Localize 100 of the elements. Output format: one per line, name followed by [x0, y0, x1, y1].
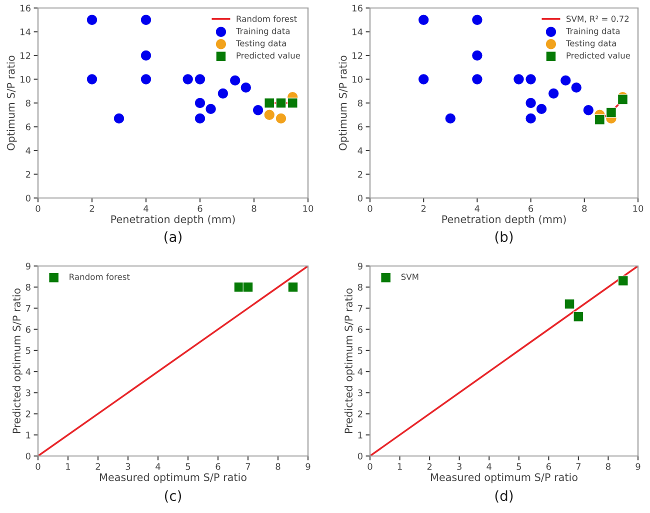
y-tick-label: 6 — [26, 326, 30, 333]
legend-label: Random forest — [70, 274, 130, 280]
point — [86, 14, 98, 26]
x-tick-label: 8 — [276, 463, 280, 470]
x-tick-label: 8 — [582, 205, 587, 212]
point — [472, 74, 483, 85]
x-tick-label: 8 — [252, 205, 256, 212]
x-tick-label: 3 — [126, 463, 130, 470]
y-tick-label: 5 — [26, 347, 30, 354]
point — [140, 74, 152, 85]
y-tick-label: 5 — [358, 347, 362, 354]
y-tick-label: 16 — [352, 4, 362, 12]
point — [194, 74, 206, 85]
x-tick-label: 7 — [576, 463, 581, 470]
point — [287, 98, 298, 108]
point — [525, 74, 536, 85]
x-tick-label: 0 — [36, 205, 40, 212]
legend-label: Predicted value — [236, 52, 300, 59]
legend-label: Training data — [236, 28, 290, 36]
legend-label: Training data — [566, 28, 620, 36]
point — [472, 14, 483, 26]
y-tick-label: 14 — [352, 28, 363, 36]
y-axis-title: Predicted optimum S/P ratio — [344, 288, 355, 434]
y-tick-label: 0 — [358, 452, 362, 460]
y-tick-label: 2 — [358, 170, 362, 178]
y-tick-label: 8 — [26, 100, 30, 107]
point — [140, 14, 152, 26]
y-tick-label: 4 — [26, 147, 31, 154]
y-tick-label: 0 — [26, 194, 30, 202]
point — [618, 94, 628, 105]
y-tick-label: 8 — [358, 284, 362, 291]
x-tick-label: 7 — [246, 463, 250, 470]
x-tick-label: 4 — [486, 463, 492, 470]
y-tick-label: 7 — [26, 305, 30, 312]
point — [536, 103, 548, 115]
x-tick-label: 6 — [216, 463, 220, 470]
y-tick-label: 9 — [358, 262, 362, 270]
y-tick-label: 10 — [20, 76, 30, 83]
point — [513, 74, 524, 85]
point — [573, 311, 584, 322]
point — [140, 50, 152, 62]
point — [194, 97, 206, 109]
y-axis-title: Optimum S/P ratio — [338, 56, 349, 150]
y-tick-label: 6 — [358, 326, 362, 333]
point — [240, 82, 252, 94]
point — [525, 97, 536, 109]
y-tick-label: 0 — [26, 452, 30, 460]
point — [548, 88, 560, 100]
x-tick-label: 2 — [90, 205, 94, 212]
x-tick-label: 10 — [303, 205, 314, 212]
y-tick-label: 6 — [358, 123, 362, 130]
point — [217, 88, 229, 100]
x-tick-label: 0 — [368, 463, 372, 470]
x-axis-title: Measured optimum S/P ratio — [430, 473, 578, 484]
text: (c) — [164, 490, 182, 503]
y-tick-label: 8 — [358, 100, 362, 107]
y-tick-label: 16 — [20, 4, 30, 12]
point — [418, 14, 430, 26]
point — [86, 74, 98, 85]
y-tick-label: 1 — [26, 432, 30, 438]
text: (d) — [495, 490, 513, 503]
y-tick-label: 0 — [358, 194, 362, 202]
legend-label: Testing data — [236, 40, 286, 48]
y-tick-label: 4 — [26, 368, 31, 375]
legend-label: Predicted value — [566, 52, 630, 59]
x-tick-label: 1 — [66, 463, 70, 470]
x-tick-label: 9 — [306, 463, 310, 470]
x-tick-label: 9 — [636, 463, 640, 470]
x-tick-label: 4 — [144, 205, 148, 212]
point — [275, 112, 287, 124]
point — [444, 112, 456, 124]
point — [525, 112, 536, 124]
point — [113, 112, 125, 124]
point — [472, 50, 483, 62]
legend-label: SVM, R² = 0.72 — [566, 16, 629, 23]
y-tick-label: 7 — [358, 305, 362, 312]
y-tick-label: 9 — [26, 262, 30, 270]
x-tick-label: 5 — [516, 463, 521, 470]
x-tick-label: 0 — [368, 205, 372, 212]
y-tick-label: 6 — [26, 123, 30, 130]
x-tick-label: 6 — [546, 463, 551, 470]
point — [264, 109, 276, 121]
x-tick-label: 3 — [457, 463, 462, 470]
text: (b) — [495, 231, 513, 244]
x-tick-label: 2 — [96, 463, 100, 470]
point — [418, 74, 430, 85]
point — [264, 98, 275, 108]
point — [582, 104, 594, 116]
y-tick-label: 10 — [352, 76, 362, 83]
x-tick-label: 8 — [606, 463, 610, 470]
x-tick-label: 6 — [198, 205, 202, 212]
x-tick-label: 0 — [36, 463, 40, 470]
point — [194, 112, 206, 124]
y-tick-label: 3 — [26, 389, 30, 396]
point — [606, 107, 616, 118]
point — [594, 114, 605, 125]
x-tick-label: 1 — [398, 463, 402, 470]
x-tick-label: 6 — [528, 205, 534, 212]
point — [570, 82, 582, 94]
y-tick-label: 12 — [352, 52, 362, 59]
